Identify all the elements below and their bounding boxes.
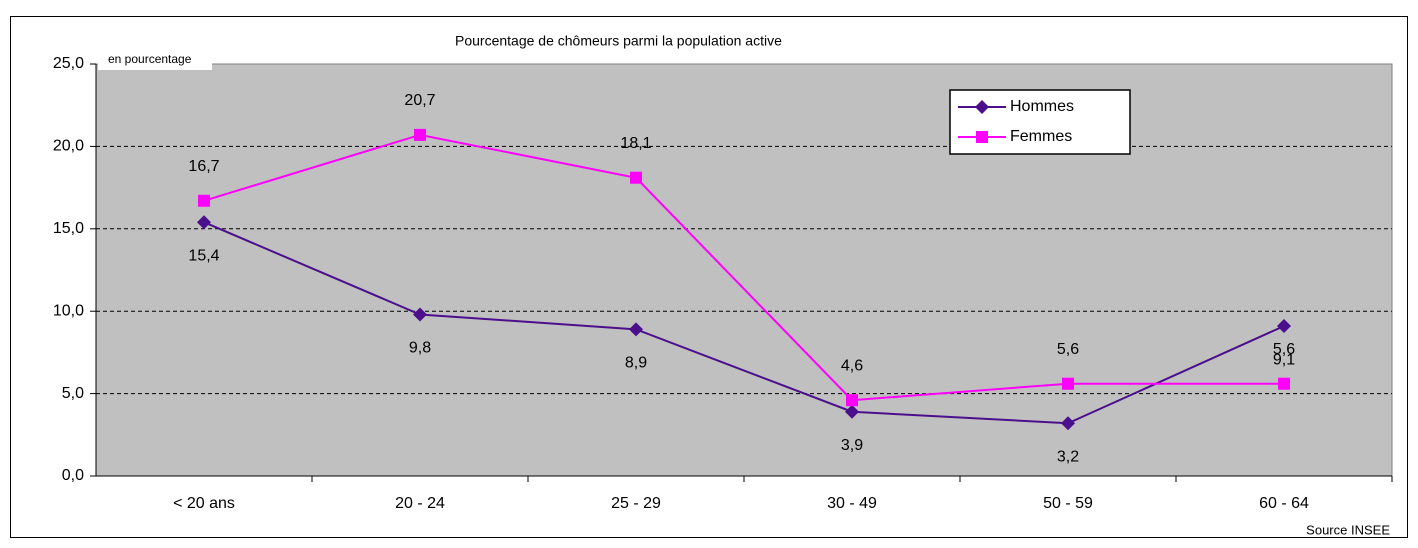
data-point bbox=[846, 394, 858, 407]
legend-marker bbox=[975, 100, 989, 114]
data-point bbox=[1061, 416, 1075, 431]
data-label: 9,1 bbox=[1273, 351, 1295, 368]
data-label: 20,7 bbox=[404, 92, 435, 109]
legend-label: Femmes bbox=[1010, 128, 1072, 145]
source: Source INSEE bbox=[1306, 522, 1390, 537]
data-label: 15,4 bbox=[188, 247, 219, 264]
plot-area bbox=[95, 63, 1393, 477]
data-point bbox=[198, 194, 210, 207]
data-point bbox=[413, 307, 427, 322]
x-tick-label: 25 - 29 bbox=[611, 495, 661, 512]
y-tick-label: 25,0 bbox=[53, 55, 84, 72]
y-tick-label: 0,0 bbox=[62, 467, 84, 484]
data-point bbox=[1278, 377, 1290, 390]
data-point bbox=[197, 215, 211, 230]
data-label: 18,1 bbox=[620, 135, 651, 152]
data-point bbox=[845, 404, 859, 419]
data-label: 3,2 bbox=[1057, 448, 1079, 465]
y-tick-label: 5,0 bbox=[62, 385, 84, 402]
data-point bbox=[630, 171, 642, 184]
data-label: 5,6 bbox=[1273, 341, 1295, 358]
series-line bbox=[203, 133, 1284, 402]
data-label: 9,8 bbox=[409, 340, 431, 357]
y-tick-label: 20,0 bbox=[53, 138, 84, 155]
data-point bbox=[1277, 319, 1291, 334]
x-tick-label: < 20 ans bbox=[173, 495, 235, 512]
data-label: 16,7 bbox=[188, 158, 219, 175]
data-point bbox=[629, 322, 643, 337]
x-tick-label: 60 - 64 bbox=[1259, 495, 1309, 512]
data-label: 4,6 bbox=[841, 357, 863, 374]
y-tick-label: 15,0 bbox=[53, 220, 84, 237]
x-tick-label: 30 - 49 bbox=[827, 495, 877, 512]
annotation: en pourcentage bbox=[108, 52, 192, 66]
legend-marker bbox=[976, 131, 988, 143]
legend-label: Hommes bbox=[1010, 98, 1074, 115]
data-label: 3,9 bbox=[841, 437, 863, 454]
y-tick-label: 10,0 bbox=[53, 302, 84, 319]
chart-title: Pourcentage de chômeurs parmi la populat… bbox=[455, 33, 782, 49]
data-point bbox=[414, 128, 426, 141]
data-point bbox=[1062, 377, 1074, 390]
data-label: 5,6 bbox=[1057, 341, 1079, 358]
x-tick-label: 50 - 59 bbox=[1043, 495, 1093, 512]
legend-box bbox=[949, 89, 1131, 155]
annotation-bg bbox=[98, 50, 212, 70]
x-tick-label: 20 - 24 bbox=[395, 495, 445, 512]
data-label: 8,9 bbox=[625, 355, 647, 372]
series-line bbox=[203, 221, 1285, 425]
